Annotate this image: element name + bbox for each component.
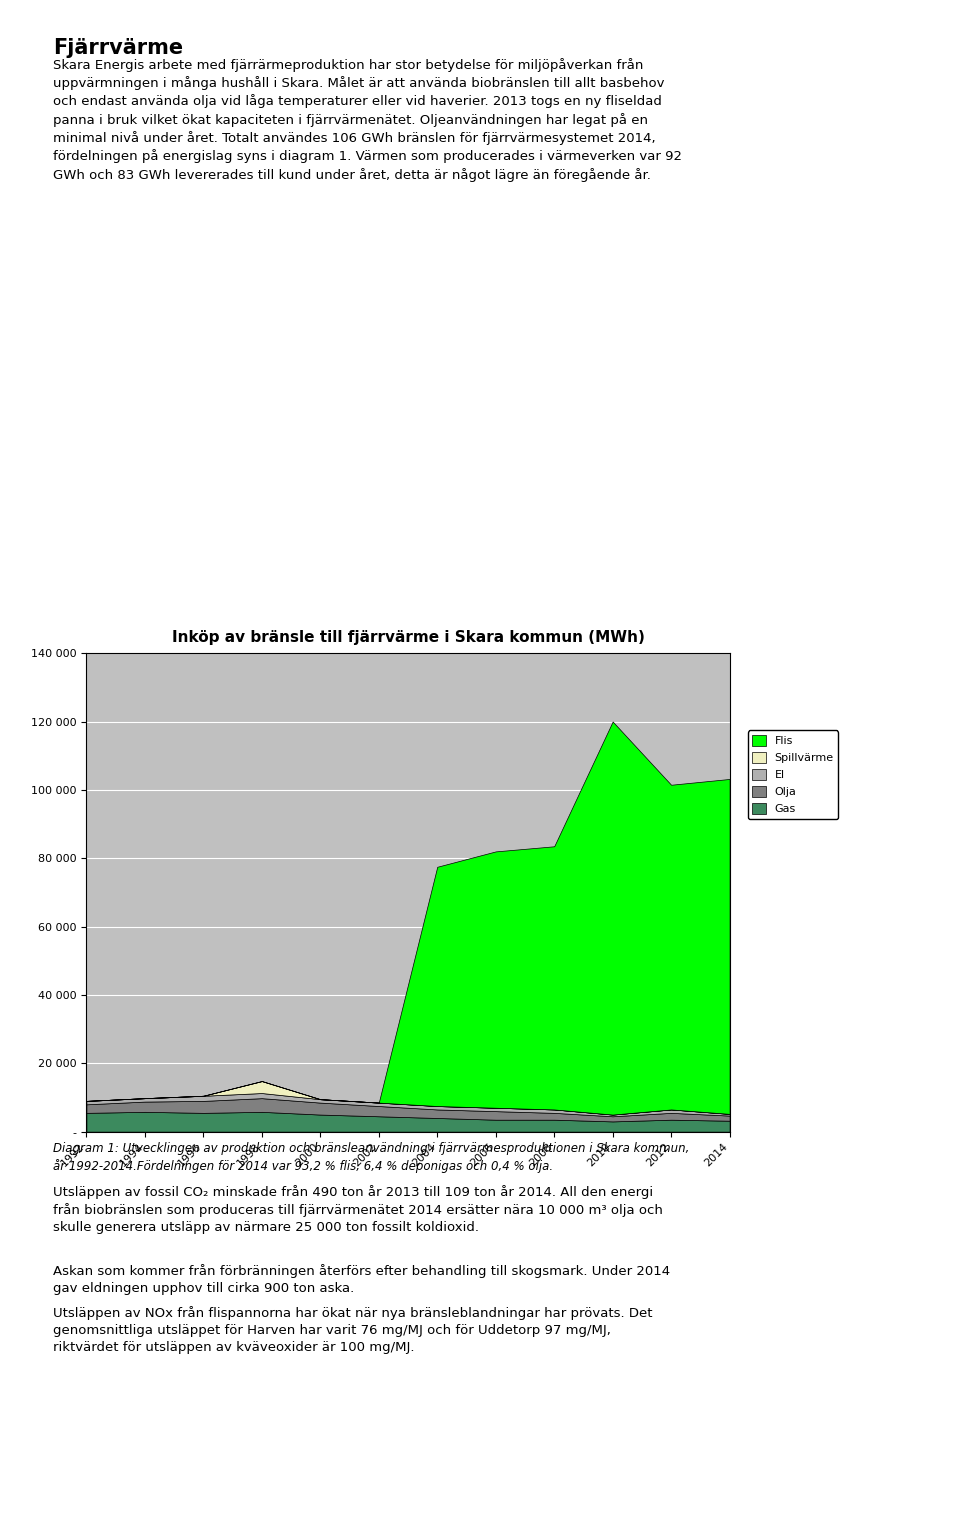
Text: Diagram 1: Utvecklingen av produktion och bränsleanvändning i fjärrvärmesprodukt: Diagram 1: Utvecklingen av produktion oc… (53, 1142, 689, 1173)
Text: Fjärrvärme: Fjärrvärme (53, 38, 183, 58)
Text: Skara Energis arbete med fjärrärmeproduktion har stor betydelse för miljöpåverka: Skara Energis arbete med fjärrärmeproduk… (53, 58, 682, 182)
Text: Utsläppen av fossil CO₂ minskade från 490 ton år 2013 till 109 ton år 2014. All : Utsläppen av fossil CO₂ minskade från 49… (53, 1185, 662, 1233)
Title: Inköp av bränsle till fjärrvärme i Skara kommun (MWh): Inköp av bränsle till fjärrvärme i Skara… (172, 630, 644, 646)
Legend: Flis, Spillvärme, El, Olja, Gas: Flis, Spillvärme, El, Olja, Gas (748, 731, 838, 819)
Text: Utsläppen av NOx från flispannorna har ökat när nya bränsleblandningar har pröva: Utsläppen av NOx från flispannorna har ö… (53, 1306, 652, 1355)
Text: Askan som kommer från förbränningen återförs efter behandling till skogsmark. Un: Askan som kommer från förbränningen åter… (53, 1264, 670, 1294)
